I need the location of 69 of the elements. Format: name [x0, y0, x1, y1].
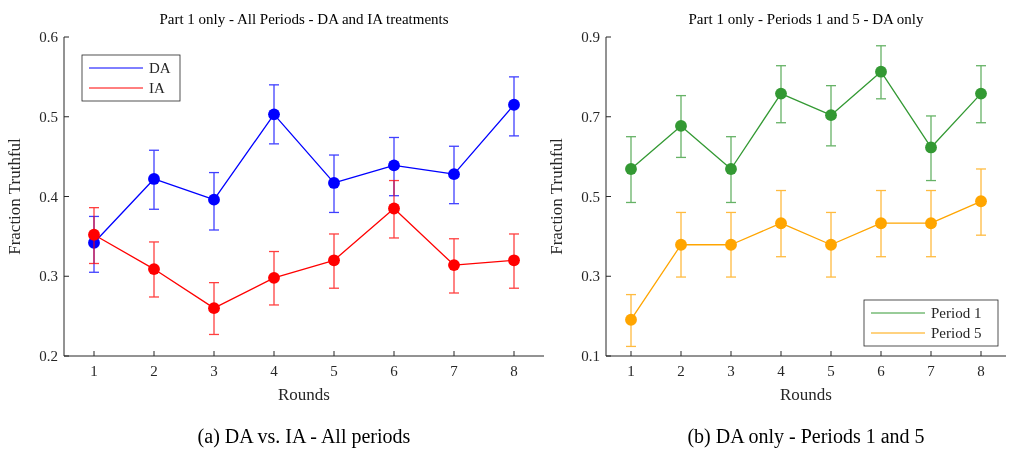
y-tick-label: 0.2 [39, 348, 58, 364]
point [448, 259, 460, 271]
legend-label: Period 5 [931, 325, 982, 341]
y-tick-label: 0.9 [581, 29, 600, 45]
point [625, 163, 637, 175]
x-tick-label: 1 [627, 363, 635, 379]
point [975, 87, 987, 100]
point [148, 173, 160, 185]
point [328, 254, 340, 267]
point [725, 163, 737, 175]
point [925, 217, 937, 230]
point [388, 159, 400, 172]
point [775, 87, 787, 100]
point [825, 238, 837, 251]
point [148, 263, 160, 275]
y-tick-label: 0.4 [39, 188, 59, 205]
point [508, 254, 520, 267]
x-tick-label: 6 [877, 363, 886, 379]
x-tick-label: 1 [90, 363, 98, 379]
x-tick-label: 5 [827, 363, 835, 379]
y-tick-label: 0.3 [581, 268, 600, 285]
x-tick-label: 2 [150, 363, 158, 379]
x-tick-label: 3 [727, 363, 735, 379]
point [268, 108, 280, 121]
legend-label: DA [149, 60, 171, 76]
x-tick-label: 7 [450, 363, 459, 379]
point [925, 141, 937, 154]
text: (a) DA vs. IA - All periods [197, 425, 411, 448]
y-axis-title: Fraction Truthful [5, 137, 24, 255]
y-tick-label: 0.7 [581, 108, 601, 125]
y-axis-title: Fraction Truthful [547, 137, 566, 255]
point [825, 109, 837, 122]
point [208, 193, 220, 206]
y-tick-label: 0.1 [581, 348, 600, 364]
x-tick-label: 3 [210, 363, 218, 379]
chart-title: Part 1 only - Periods 1 and 5 - DA only [688, 11, 924, 27]
x-axis-title: Rounds [780, 385, 832, 404]
point [875, 217, 887, 230]
x-tick-label: 4 [270, 363, 279, 379]
point [268, 271, 280, 284]
point [328, 177, 340, 189]
x-tick-label: 5 [330, 363, 338, 379]
x-tick-label: 6 [390, 363, 399, 379]
point [448, 168, 460, 181]
text: (b) DA only - Periods 1 and 5 [687, 425, 925, 448]
chart-title: Part 1 only - All Periods - DA and IA treatments [159, 11, 449, 27]
x-tick-label: 7 [927, 363, 936, 379]
y-tick-label: 0.3 [39, 268, 58, 285]
x-tick-label: 2 [677, 363, 685, 379]
point [388, 202, 400, 215]
point [725, 238, 737, 251]
point [508, 98, 520, 111]
point [625, 313, 637, 326]
y-tick-label: 0.5 [39, 108, 58, 125]
point [975, 195, 987, 208]
y-tick-label: 0.6 [39, 29, 59, 45]
point [775, 217, 787, 230]
x-axis-title: Rounds [278, 385, 330, 404]
point [675, 120, 687, 132]
point [208, 302, 220, 315]
x-tick-label: 8 [510, 363, 518, 379]
x-tick-label: 4 [777, 363, 786, 379]
legend-label: Period 1 [931, 305, 982, 321]
y-tick-label: 0.5 [581, 188, 600, 205]
point [88, 228, 100, 241]
x-tick-label: 8 [977, 363, 985, 379]
legend-label: IA [149, 80, 165, 96]
point [675, 238, 687, 251]
point [875, 65, 887, 78]
